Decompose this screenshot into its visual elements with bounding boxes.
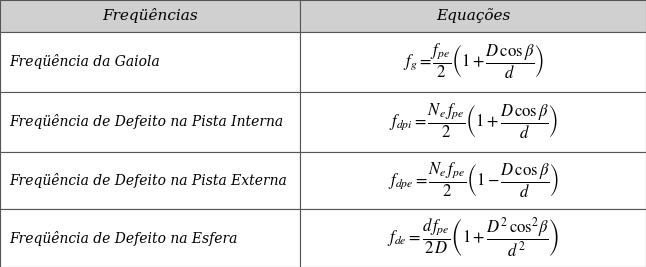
Text: $f_{dpi} = \dfrac{N_e\,f_{pe}}{2}\left(1 + \dfrac{D\,\cos\beta}{d}\right)$: $f_{dpi} = \dfrac{N_e\,f_{pe}}{2}\left(1…	[389, 102, 557, 141]
Text: Freqüência da Gaiola: Freqüência da Gaiola	[10, 54, 160, 69]
Bar	[300, 92, 646, 152]
Bar	[0, 92, 300, 152]
Bar	[0, 32, 300, 92]
Text: Equações: Equações	[436, 8, 510, 23]
Text: $f_{de} = \dfrac{d\,f_{pe}}{2\,D}\left(1 + \dfrac{D^2\,\cos^2\!\beta}{d^2}\right: $f_{de} = \dfrac{d\,f_{pe}}{2\,D}\left(1…	[387, 216, 559, 260]
Bar	[0, 209, 300, 267]
Text: Freqüência de Defeito na Pista Externa: Freqüência de Defeito na Pista Externa	[10, 173, 287, 188]
Text: Freqüência de Defeito na Esfera: Freqüência de Defeito na Esfera	[10, 230, 238, 246]
Bar	[300, 32, 646, 92]
Text: Freqüências: Freqüências	[102, 8, 198, 23]
Bar	[300, 152, 646, 209]
Bar	[300, 0, 646, 32]
Text: Freqüência de Defeito na Pista Interna: Freqüência de Defeito na Pista Interna	[10, 114, 284, 129]
Bar	[0, 152, 300, 209]
Text: $f_{dpe} = \dfrac{N_e\,f_{pe}}{2}\left(1 - \dfrac{D\,\cos\beta}{d}\right)$: $f_{dpe} = \dfrac{N_e\,f_{pe}}{2}\left(1…	[388, 161, 559, 200]
Bar	[0, 0, 300, 32]
Bar	[300, 209, 646, 267]
Text: $f_g = \dfrac{f_{pe}}{2}\left(1 + \dfrac{D\,\cos\beta}{d}\right)$: $f_g = \dfrac{f_{pe}}{2}\left(1 + \dfrac…	[402, 42, 544, 81]
